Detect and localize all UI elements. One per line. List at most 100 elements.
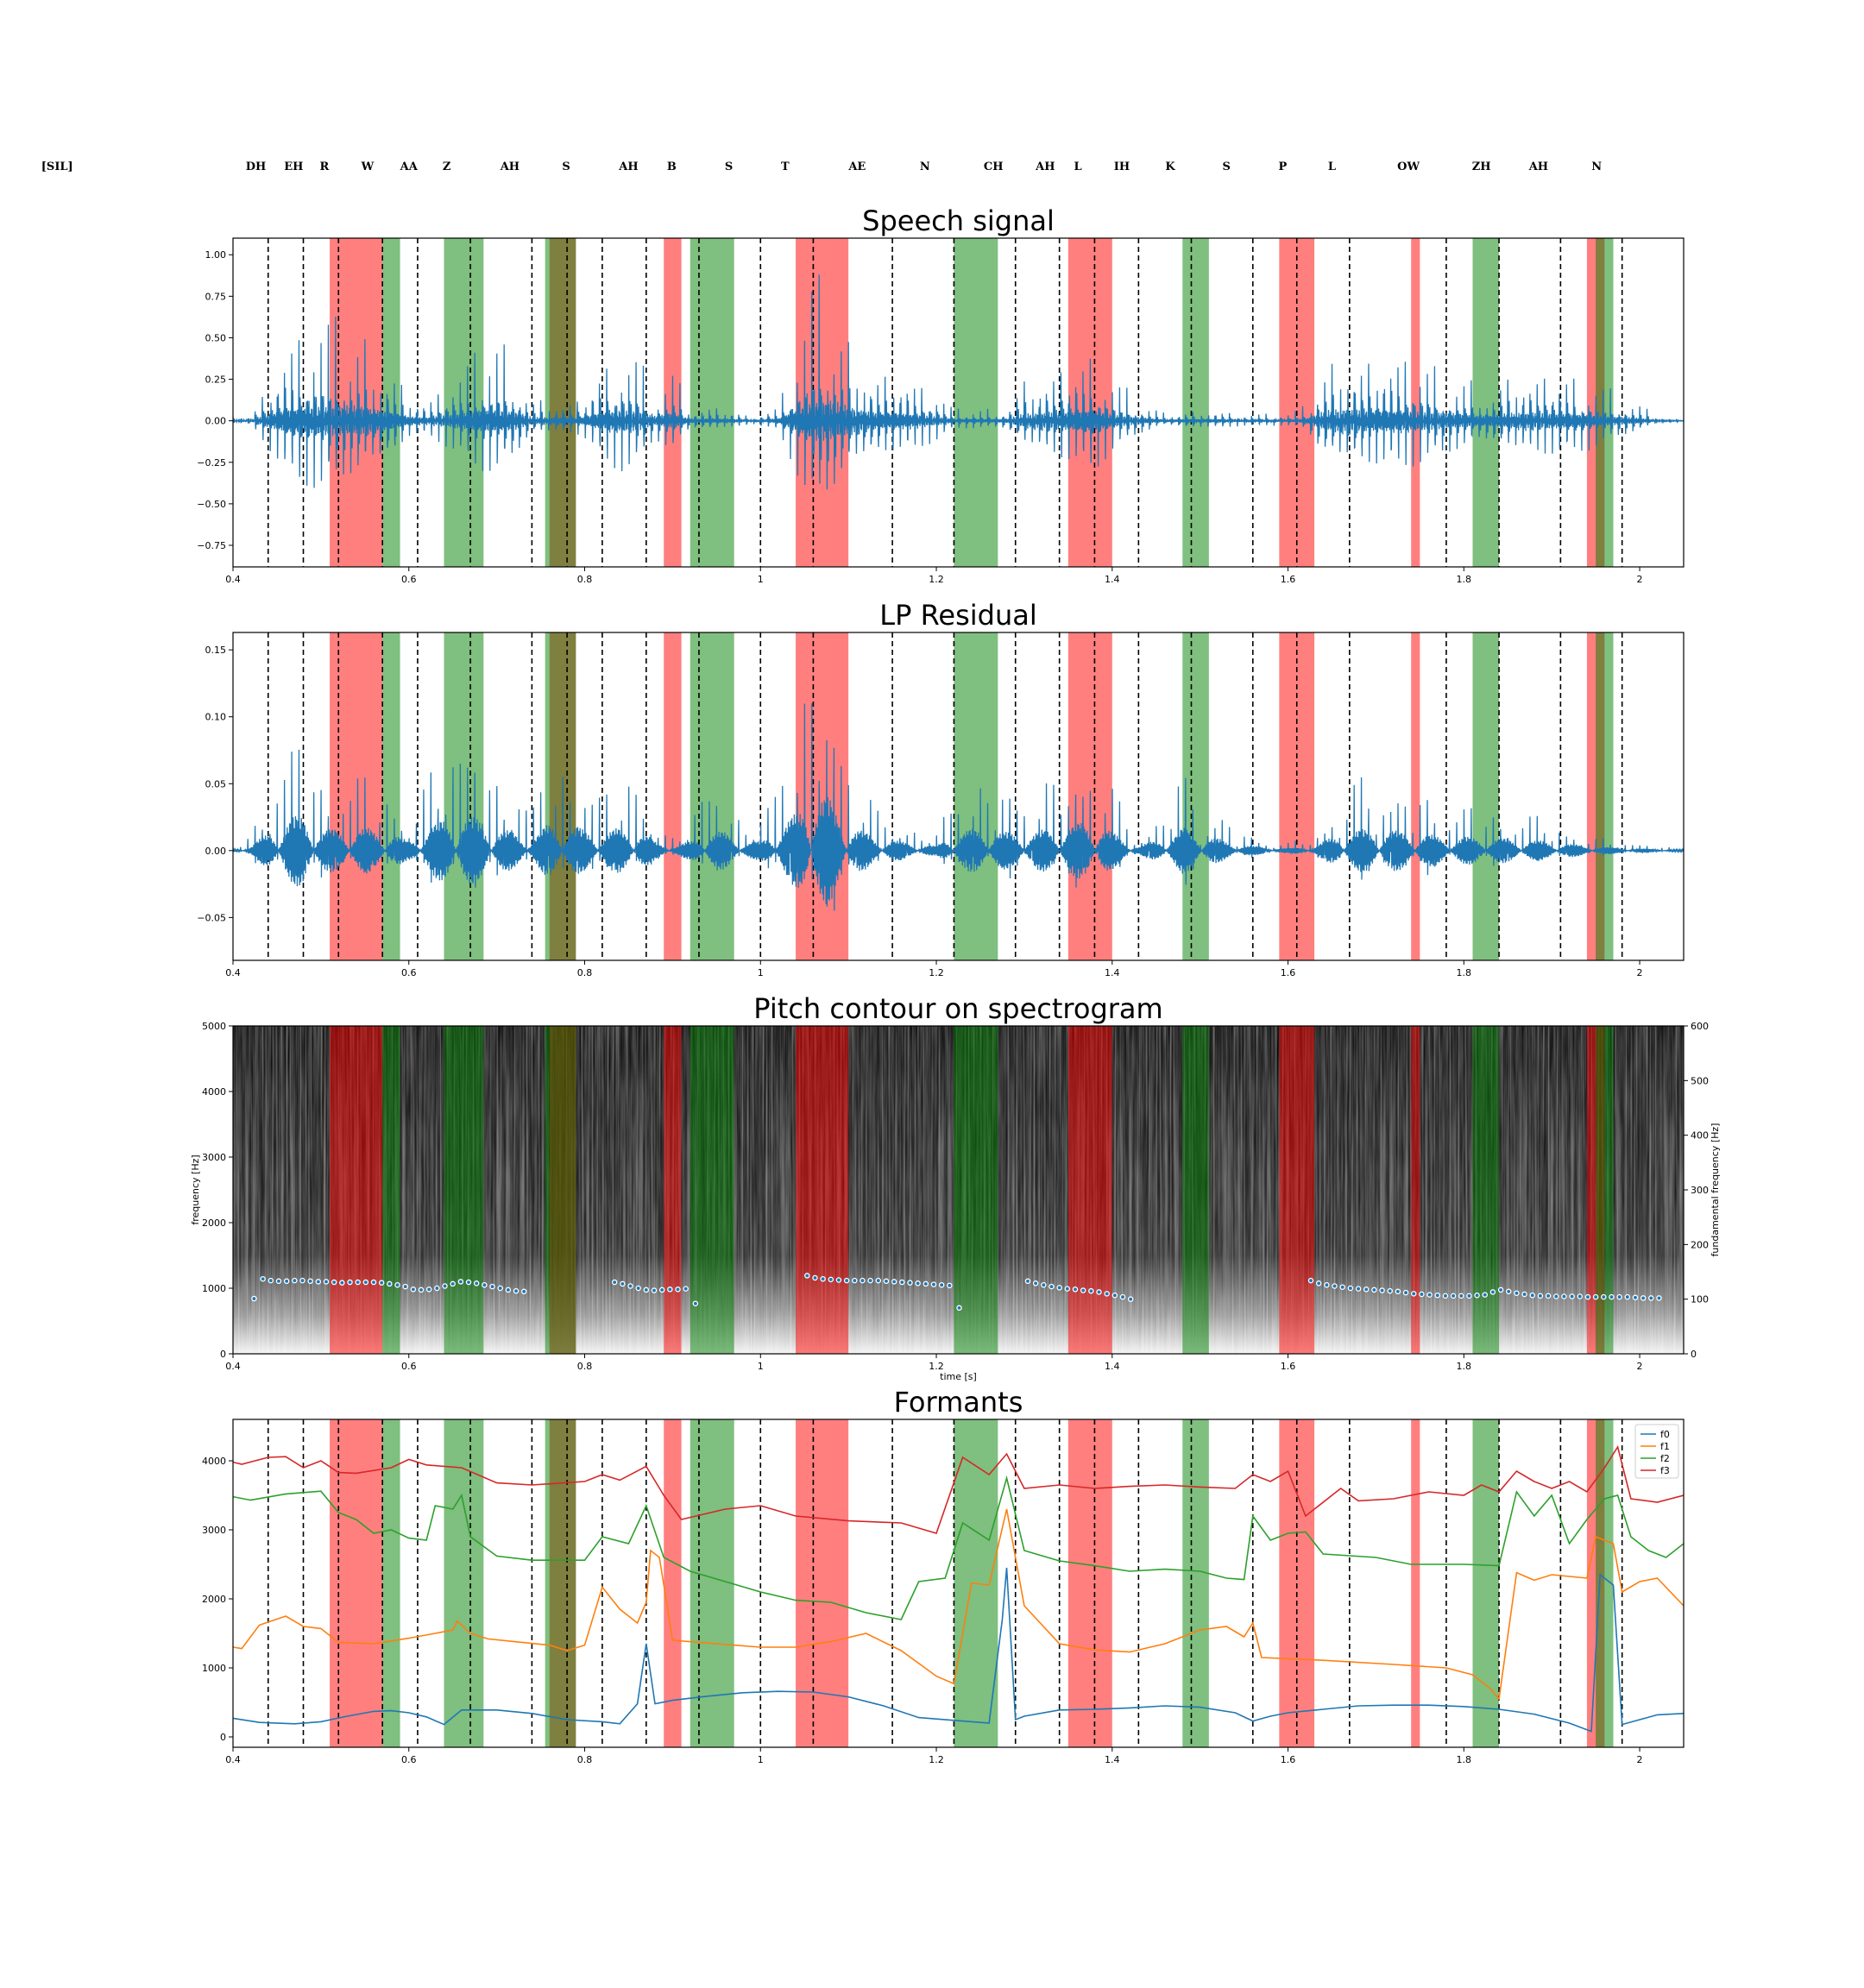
- red-region: [1411, 632, 1420, 960]
- green-region: [382, 1419, 400, 1747]
- x-tick-label: 1.8: [1457, 1754, 1472, 1765]
- red-region: [796, 1026, 849, 1354]
- y-tick-label: 0: [220, 1732, 226, 1743]
- pitch-point: [489, 1283, 495, 1290]
- pitch-point: [820, 1275, 826, 1282]
- y-tick-label: 0: [220, 1349, 226, 1360]
- pitch-point: [658, 1287, 665, 1293]
- x-tick-label: 1.8: [1457, 967, 1472, 978]
- pitch-point: [1442, 1293, 1449, 1299]
- pitch-point: [1419, 1291, 1425, 1298]
- phoneme-label: OW: [1397, 160, 1420, 173]
- red-region: [1411, 1026, 1420, 1354]
- pitch-point: [1387, 1287, 1393, 1294]
- y-tick-label: 0.15: [205, 645, 227, 656]
- x-tick-label: 1.8: [1457, 574, 1472, 585]
- pitch-point: [1561, 1293, 1567, 1299]
- green-region: [545, 1026, 576, 1354]
- x-tick-label: 1: [758, 967, 764, 978]
- pitch-point: [1601, 1293, 1607, 1300]
- green-region: [382, 632, 400, 960]
- green-region: [1472, 238, 1500, 567]
- pitch-point: [1545, 1293, 1552, 1299]
- pitch-point: [505, 1287, 512, 1293]
- pitch-point: [867, 1277, 873, 1284]
- pitch-point: [675, 1287, 681, 1293]
- pitch-point: [370, 1279, 377, 1286]
- green-region: [1182, 1419, 1209, 1747]
- pitch-point: [947, 1282, 953, 1289]
- pitch-point: [1474, 1292, 1480, 1299]
- green-region: [382, 238, 400, 567]
- y2-axis-label: fundamental frequency [Hz]: [1710, 1123, 1721, 1257]
- pitch-point: [1119, 1293, 1126, 1300]
- pitch-point: [1056, 1285, 1062, 1291]
- green-region: [1596, 238, 1614, 567]
- y2-tick-label: 200: [1691, 1239, 1709, 1250]
- y-tick-label: 3000: [202, 1152, 226, 1163]
- x-tick-label: 0.6: [401, 574, 417, 585]
- green-region: [1182, 1026, 1209, 1354]
- green-region: [545, 632, 576, 960]
- panel-residual: 0.4 0.6 0.8 1 1.2 1.4 1.6 1.8 2 −0.05 0.00 0.05 0.10…: [197, 599, 1685, 978]
- pitch-point: [1489, 1289, 1496, 1295]
- green-region: [1596, 1026, 1614, 1354]
- legend-box: [1634, 1424, 1679, 1479]
- pitch-point: [299, 1277, 305, 1284]
- pitch-point: [804, 1273, 810, 1279]
- phoneme-label: AE: [847, 160, 866, 173]
- green-region: [1472, 1419, 1500, 1747]
- pitch-point: [457, 1279, 464, 1285]
- x-tick-label: 1: [758, 574, 764, 585]
- red-region: [330, 1026, 383, 1354]
- panel-title: Pitch contour on spectrogram: [753, 992, 1162, 1025]
- pitch-point: [1096, 1289, 1102, 1295]
- axes-frame: [232, 632, 1685, 961]
- pitch-point: [1339, 1284, 1345, 1290]
- x-tick-label: 1.2: [929, 1754, 944, 1765]
- phoneme-label: R: [320, 160, 330, 173]
- pitch-point: [1379, 1287, 1385, 1293]
- y-tick-label: 0.75: [205, 291, 227, 302]
- pitch-point: [339, 1280, 345, 1286]
- green-region: [444, 1026, 484, 1354]
- green-region: [1472, 1026, 1500, 1354]
- pitch-point: [465, 1279, 472, 1286]
- pitch-point: [1458, 1293, 1464, 1299]
- phoneme-label: L: [1074, 160, 1081, 173]
- legend-label-f0: f0: [1660, 1429, 1670, 1440]
- green-region: [1596, 1419, 1614, 1747]
- x-tick-label: 0.6: [401, 967, 417, 978]
- pitch-point: [1592, 1293, 1599, 1300]
- y2-tick-label: 600: [1691, 1021, 1709, 1032]
- pitch-point: [1402, 1289, 1409, 1296]
- phoneme-labels: [SIL] DH EH R W AA Z AH S AH B S T AE N CH AH L IH K S P L OW ZH…: [41, 160, 1602, 173]
- panel-title: Formants: [894, 1386, 1023, 1419]
- legend-label-f2: f2: [1660, 1453, 1670, 1464]
- red-region: [664, 1419, 682, 1747]
- pitch-point: [1363, 1287, 1370, 1293]
- y-tick-label: −0.75: [197, 540, 226, 551]
- pitch-point: [355, 1279, 361, 1286]
- y-tick-label: 0.05: [205, 778, 227, 790]
- pitch-point: [1347, 1285, 1354, 1292]
- y-tick-label: −0.05: [197, 912, 226, 923]
- pitch-point: [251, 1295, 257, 1302]
- pitch-point: [828, 1276, 834, 1283]
- plot-area: [233, 632, 1684, 960]
- pitch-point: [938, 1281, 945, 1288]
- pitch-point: [323, 1279, 330, 1285]
- pitch-point: [315, 1279, 322, 1285]
- pitch-point: [497, 1285, 503, 1292]
- pitch-point: [425, 1287, 432, 1293]
- waveform-line: [233, 703, 1684, 911]
- pitch-point: [692, 1300, 699, 1306]
- pitch-point: [1640, 1295, 1647, 1301]
- pitch-point: [1324, 1281, 1330, 1288]
- green-region: [382, 1026, 400, 1354]
- green-region: [1182, 238, 1209, 567]
- phoneme-label: L: [1328, 160, 1336, 173]
